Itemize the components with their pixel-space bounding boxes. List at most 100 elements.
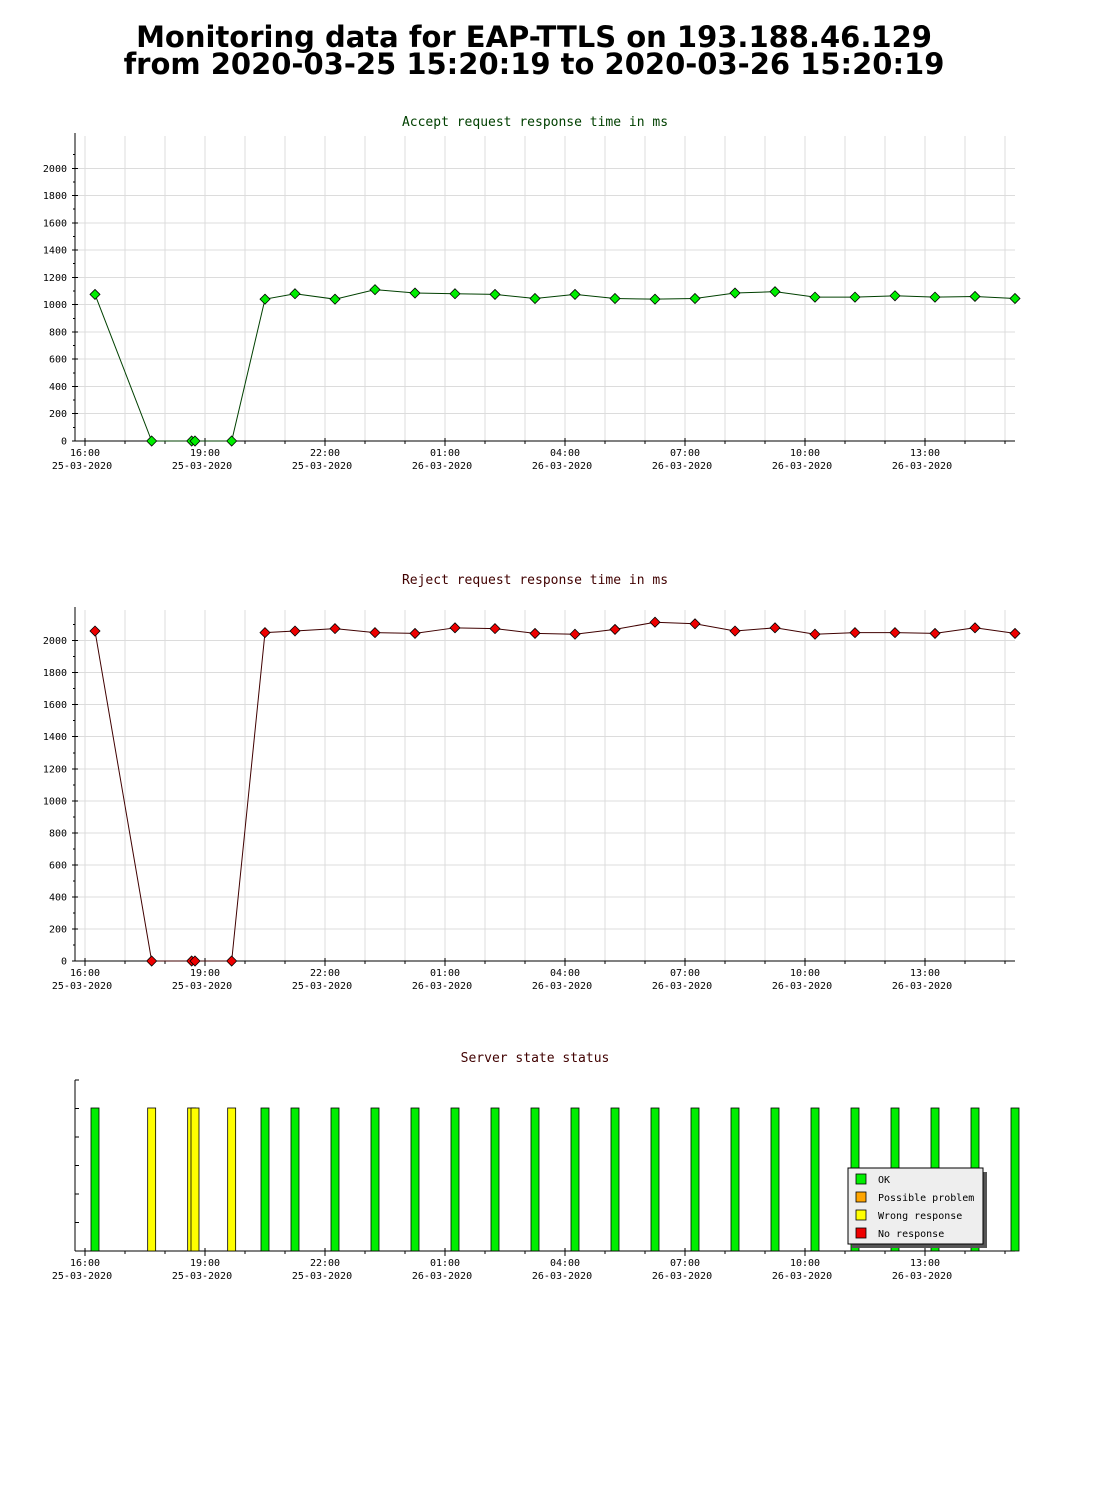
- server-state-chart: Server state status 16:00 25-03-2020 19:00 2…: [52, 1051, 1020, 1282]
- data-point: [146, 435, 158, 447]
- x-tick-date: 25-03-2020: [292, 981, 352, 992]
- x-tick-date: 26-03-2020: [412, 981, 472, 992]
- x-tick-date: 25-03-2020: [52, 1271, 112, 1282]
- x-tick-time: 16:00: [70, 1258, 100, 1269]
- data-point: [889, 627, 901, 639]
- status-bar: [227, 1107, 237, 1252]
- y-tick-label: 0: [61, 437, 67, 448]
- data-point: [189, 955, 201, 967]
- data-point: [929, 291, 941, 303]
- x-tick-date: 26-03-2020: [532, 981, 592, 992]
- data-point: [849, 291, 861, 303]
- y-tick-label: 2000: [43, 636, 67, 647]
- data-point: [849, 627, 861, 639]
- y-tick-label: 600: [49, 355, 67, 366]
- x-tick-time: 19:00: [190, 968, 220, 979]
- y-tick-label: 600: [49, 860, 67, 871]
- x-tick-date: 26-03-2020: [652, 1271, 712, 1282]
- status-bar: [370, 1107, 380, 1252]
- data-point: [969, 290, 981, 303]
- data-point: [329, 293, 341, 305]
- x-tick-time: 13:00: [910, 1258, 940, 1269]
- y-tick-label: 0: [61, 957, 67, 968]
- data-point: [259, 293, 271, 305]
- y-tick-label: 1000: [43, 796, 67, 807]
- x-tick-date: 26-03-2020: [772, 1271, 832, 1282]
- status-bar: [450, 1107, 460, 1252]
- y-tick-label: 200: [49, 409, 67, 420]
- x-tick-time: 16:00: [70, 968, 100, 979]
- data-point: [689, 292, 701, 305]
- data-point: [769, 286, 781, 298]
- data-point: [649, 293, 661, 305]
- y-tick-label: 800: [49, 828, 67, 839]
- status-bar: [530, 1107, 540, 1252]
- x-tick-time: 10:00: [790, 448, 820, 459]
- x-tick-time: 22:00: [310, 1258, 340, 1269]
- x-tick-time: 19:00: [190, 1258, 220, 1269]
- reject-response-chart: Reject request response time in ms 0 200 40…: [43, 573, 1021, 992]
- x-tick-date: 26-03-2020: [892, 461, 952, 472]
- status-bar: [330, 1107, 340, 1252]
- data-point: [409, 627, 421, 639]
- data-point: [809, 291, 821, 303]
- y-tick-label: 1800: [43, 191, 67, 202]
- legend-label: Possible problem: [878, 1193, 974, 1204]
- x-tick-time: 22:00: [310, 968, 340, 979]
- status-bar: [147, 1107, 157, 1252]
- x-tick-date: 25-03-2020: [172, 1271, 232, 1282]
- x-tick-date: 26-03-2020: [652, 461, 712, 472]
- x-tick-date: 26-03-2020: [652, 981, 712, 992]
- x-tick-time: 07:00: [670, 968, 700, 979]
- y-tick-label: 1600: [43, 700, 67, 711]
- data-point: [369, 284, 381, 296]
- data-point: [769, 622, 781, 634]
- legend-label: No response: [878, 1229, 944, 1240]
- legend-swatch: [855, 1191, 867, 1203]
- x-tick-date: 25-03-2020: [292, 461, 352, 472]
- status-bar: [1010, 1107, 1020, 1252]
- x-tick-time: 01:00: [430, 968, 460, 979]
- x-tick-date: 26-03-2020: [532, 461, 592, 472]
- data-point: [226, 435, 238, 447]
- status-bar: [610, 1107, 620, 1252]
- legend-swatch: [855, 1227, 867, 1239]
- legend-swatch: [855, 1173, 867, 1185]
- x-tick-time: 13:00: [910, 448, 940, 459]
- data-point: [569, 628, 581, 640]
- legend: OK Possible problem Wrong response No respo…: [847, 1167, 987, 1248]
- data-point: [489, 623, 501, 635]
- x-tick-date: 26-03-2020: [412, 1271, 472, 1282]
- x-tick-time: 07:00: [670, 1258, 700, 1269]
- x-tick-time: 04:00: [550, 448, 580, 459]
- page-title-line-1: Monitoring data for EAP-TTLS on 193.188.…: [136, 20, 932, 54]
- y-tick-label: 1200: [43, 764, 67, 775]
- status-bar: [290, 1107, 300, 1252]
- x-tick-time: 22:00: [310, 448, 340, 459]
- y-tick-label: 200: [49, 924, 67, 935]
- status-bar: [490, 1107, 500, 1252]
- x-tick-date: 26-03-2020: [412, 461, 472, 472]
- data-point: [929, 627, 941, 639]
- x-tick-time: 04:00: [550, 1258, 580, 1269]
- chart-title: Accept request response time in ms: [402, 115, 668, 130]
- status-bar: [90, 1107, 100, 1252]
- status-bar: [260, 1107, 270, 1252]
- y-tick-label: 400: [49, 382, 67, 393]
- y-tick-label: 1000: [43, 300, 67, 311]
- chart-title: Server state status: [461, 1051, 610, 1066]
- data-point: [729, 287, 741, 299]
- status-bar: [690, 1107, 700, 1252]
- x-tick-time: 10:00: [790, 968, 820, 979]
- status-bar: [770, 1107, 780, 1252]
- data-point: [569, 288, 581, 300]
- x-tick-time: 07:00: [670, 448, 700, 459]
- y-tick-label: 1400: [43, 732, 67, 743]
- data-point: [609, 623, 621, 635]
- x-tick-time: 01:00: [430, 1258, 460, 1269]
- data-point: [329, 623, 341, 635]
- x-tick-date: 26-03-2020: [772, 461, 832, 472]
- x-tick-time: 19:00: [190, 448, 220, 459]
- status-bar: [190, 1107, 200, 1252]
- x-tick-date: 26-03-2020: [892, 1271, 952, 1282]
